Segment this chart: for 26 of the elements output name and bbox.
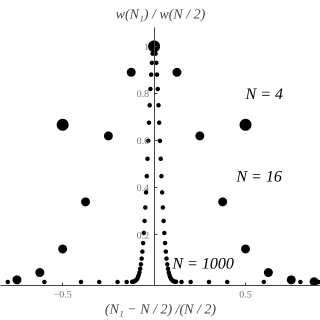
- point: [81, 197, 90, 206]
- point: [35, 268, 44, 278]
- x-axis-title: (N₁ − N / 2) /(N / 2): [104, 302, 216, 318]
- y-tick-label: 0.8: [136, 88, 150, 100]
- series-label: N = 16: [235, 168, 282, 186]
- point: [240, 118, 252, 131]
- point: [218, 197, 228, 206]
- x-tick-label: −0.5: [54, 290, 72, 300]
- point: [172, 68, 182, 77]
- point: [241, 244, 250, 254]
- series-label: N = 4: [244, 86, 283, 103]
- point: [58, 244, 68, 254]
- point: [195, 131, 204, 140]
- point: [286, 275, 296, 284]
- point: [104, 131, 113, 140]
- point: [12, 275, 22, 284]
- point: [264, 268, 273, 278]
- point: [126, 68, 136, 77]
- x-tick-label: 0.5: [239, 290, 252, 300]
- series-label: N = 1000: [171, 256, 234, 273]
- y-tick-label: 0.2: [136, 230, 150, 242]
- y-axis-title: w(N₁) / w(N / 2): [116, 8, 206, 22]
- y-tick-label: 0.4: [136, 183, 150, 194]
- y-tick-label: 0.6: [136, 136, 150, 148]
- point: [56, 118, 69, 131]
- y-tick-label: 1: [144, 42, 150, 53]
